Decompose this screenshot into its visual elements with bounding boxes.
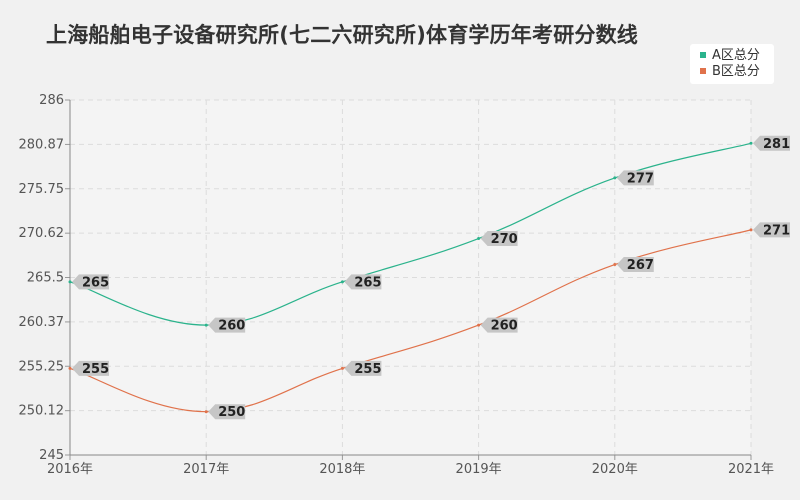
chart-title: 上海船舶电子设备研究所(七二六研究所)体育学历年考研分数线 — [46, 23, 638, 47]
legend-swatch-b — [700, 67, 706, 74]
y-tick-label: 280.87 — [19, 137, 65, 152]
legend-swatch-a — [700, 51, 706, 58]
y-tick-label: 265.5 — [27, 271, 64, 286]
data-label: 255 — [82, 362, 109, 377]
y-tick-label: 275.75 — [19, 182, 65, 197]
data-point[interactable] — [204, 410, 208, 414]
x-tick-label: 2019年 — [456, 462, 502, 477]
data-label: 270 — [491, 232, 518, 247]
x-tick-label: 2017年 — [183, 462, 229, 477]
data-label-bg — [344, 360, 382, 376]
x-tick-label: 2018年 — [319, 462, 365, 477]
data-label-bg — [616, 257, 654, 273]
data-label-bg — [753, 135, 790, 151]
legend-item-a[interactable]: A区总分 — [700, 48, 760, 64]
data-label-bg — [616, 170, 654, 186]
y-tick-label: 255.25 — [19, 359, 65, 374]
data-label-bg — [208, 317, 246, 333]
data-point[interactable] — [204, 323, 208, 327]
x-tick-label: 2016年 — [47, 462, 93, 477]
data-point[interactable] — [613, 176, 617, 180]
y-tick-label: 250.12 — [19, 404, 65, 419]
data-label-bg — [753, 222, 790, 238]
data-label-bg — [480, 231, 518, 247]
data-point[interactable] — [68, 280, 72, 284]
data-label: 260 — [218, 319, 245, 334]
data-label: 267 — [627, 258, 654, 273]
data-point[interactable] — [340, 280, 344, 284]
data-point[interactable] — [340, 366, 344, 370]
data-label-bg — [480, 317, 518, 333]
data-label: 281 — [763, 137, 790, 152]
data-label: 260 — [491, 319, 518, 334]
legend-label-b: B区总分 — [712, 64, 760, 79]
data-label: 271 — [763, 223, 790, 238]
data-label: 265 — [354, 275, 381, 290]
data-label: 255 — [354, 362, 381, 377]
legend: A区总分 B区总分 — [690, 44, 774, 84]
y-tick-label: 286 — [39, 93, 64, 108]
data-label-bg — [344, 274, 382, 290]
y-tick-label: 260.37 — [19, 315, 65, 330]
data-point[interactable] — [68, 366, 72, 370]
legend-label-a: A区总分 — [712, 48, 760, 63]
data-label: 250 — [218, 405, 245, 420]
x-tick-label: 2020年 — [592, 462, 638, 477]
y-tick-label: 270.62 — [19, 226, 65, 241]
x-tick-label: 2021年 — [728, 462, 774, 477]
data-point[interactable] — [613, 263, 617, 267]
data-point[interactable] — [749, 141, 753, 145]
data-point[interactable] — [477, 237, 481, 241]
data-label-bg — [208, 404, 246, 420]
y-tick-label: 245 — [39, 448, 64, 463]
data-point[interactable] — [749, 228, 753, 232]
data-label-bg — [72, 360, 109, 376]
data-label-bg — [72, 274, 109, 290]
data-point[interactable] — [477, 323, 481, 327]
legend-item-b[interactable]: B区总分 — [700, 64, 760, 80]
data-label: 277 — [627, 171, 654, 186]
data-label: 265 — [82, 275, 109, 290]
